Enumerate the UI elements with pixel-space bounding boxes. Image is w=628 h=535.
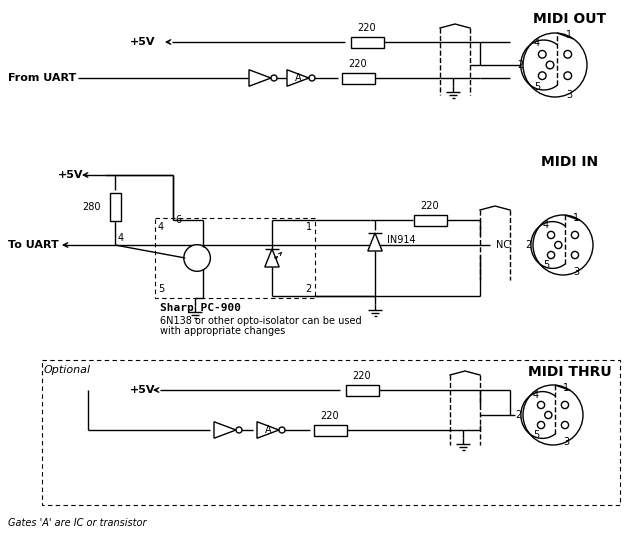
Text: 220: 220 bbox=[349, 59, 367, 69]
Text: 220: 220 bbox=[353, 371, 371, 381]
Circle shape bbox=[564, 72, 571, 80]
Text: 5: 5 bbox=[158, 284, 165, 294]
Text: NC: NC bbox=[496, 240, 510, 250]
Text: 2: 2 bbox=[306, 284, 312, 294]
Circle shape bbox=[271, 75, 277, 81]
Text: 3: 3 bbox=[566, 90, 572, 100]
Circle shape bbox=[538, 422, 544, 429]
Text: 5: 5 bbox=[533, 430, 539, 440]
Circle shape bbox=[561, 422, 568, 429]
Text: +5V: +5V bbox=[58, 170, 83, 180]
Bar bbox=[350, 36, 384, 48]
Text: 3: 3 bbox=[563, 437, 569, 447]
Polygon shape bbox=[214, 422, 236, 438]
Polygon shape bbox=[257, 422, 279, 438]
Circle shape bbox=[184, 244, 210, 271]
Bar bbox=[345, 385, 379, 395]
Circle shape bbox=[523, 385, 583, 445]
Text: 1: 1 bbox=[566, 30, 572, 40]
Text: 6: 6 bbox=[175, 215, 181, 225]
Text: 280: 280 bbox=[82, 202, 101, 212]
Text: 4: 4 bbox=[158, 222, 164, 232]
Circle shape bbox=[564, 50, 571, 58]
Text: A: A bbox=[295, 73, 301, 83]
Bar bbox=[155, 218, 315, 298]
Bar bbox=[413, 215, 447, 225]
Circle shape bbox=[538, 50, 546, 58]
Text: 220: 220 bbox=[421, 201, 440, 211]
Circle shape bbox=[236, 427, 242, 433]
Circle shape bbox=[571, 251, 578, 258]
Text: 220: 220 bbox=[321, 411, 339, 421]
Bar bbox=[42, 360, 620, 505]
Circle shape bbox=[546, 61, 554, 69]
Text: +5V: +5V bbox=[129, 385, 155, 395]
Text: 6N138 or other opto-isolator can be used: 6N138 or other opto-isolator can be used bbox=[160, 316, 362, 326]
Circle shape bbox=[279, 427, 285, 433]
Text: From UART: From UART bbox=[8, 73, 76, 83]
Polygon shape bbox=[287, 70, 309, 86]
Polygon shape bbox=[368, 233, 382, 251]
Circle shape bbox=[561, 401, 568, 409]
Text: 1: 1 bbox=[563, 383, 569, 393]
Text: 3: 3 bbox=[573, 267, 579, 277]
Circle shape bbox=[548, 251, 555, 258]
Text: 4: 4 bbox=[534, 38, 540, 48]
Text: 1: 1 bbox=[306, 222, 312, 232]
Text: with appropriate changes: with appropriate changes bbox=[160, 326, 285, 336]
Circle shape bbox=[523, 33, 587, 97]
Text: Gates 'A' are IC or transistor: Gates 'A' are IC or transistor bbox=[8, 518, 146, 528]
Text: 4: 4 bbox=[533, 390, 539, 400]
Bar bbox=[313, 424, 347, 435]
Bar bbox=[342, 73, 374, 83]
Text: 2: 2 bbox=[515, 410, 521, 420]
Text: MIDI THRU: MIDI THRU bbox=[528, 365, 612, 379]
Text: 4: 4 bbox=[118, 233, 124, 243]
Text: To UART: To UART bbox=[8, 240, 59, 250]
Circle shape bbox=[533, 215, 593, 275]
Circle shape bbox=[548, 231, 555, 239]
Text: A: A bbox=[264, 425, 271, 435]
Circle shape bbox=[571, 231, 578, 239]
Text: +5V: +5V bbox=[129, 37, 155, 47]
Text: IN914: IN914 bbox=[387, 235, 416, 245]
Text: 5: 5 bbox=[543, 260, 549, 270]
Text: 220: 220 bbox=[358, 23, 376, 33]
Text: 2: 2 bbox=[525, 240, 531, 250]
Polygon shape bbox=[265, 249, 279, 267]
Bar bbox=[109, 193, 121, 221]
Polygon shape bbox=[249, 70, 271, 86]
Text: Sharp PC-900: Sharp PC-900 bbox=[160, 303, 241, 313]
Circle shape bbox=[544, 411, 552, 418]
Circle shape bbox=[538, 401, 544, 409]
Circle shape bbox=[538, 72, 546, 80]
Text: MIDI IN: MIDI IN bbox=[541, 155, 598, 169]
Circle shape bbox=[309, 75, 315, 81]
Text: 2: 2 bbox=[517, 60, 523, 70]
Text: MIDI OUT: MIDI OUT bbox=[533, 12, 607, 26]
Text: Optional: Optional bbox=[44, 365, 91, 375]
Circle shape bbox=[555, 241, 562, 249]
Text: 1: 1 bbox=[573, 213, 579, 223]
Text: 4: 4 bbox=[543, 220, 549, 230]
Text: 5: 5 bbox=[534, 82, 540, 92]
